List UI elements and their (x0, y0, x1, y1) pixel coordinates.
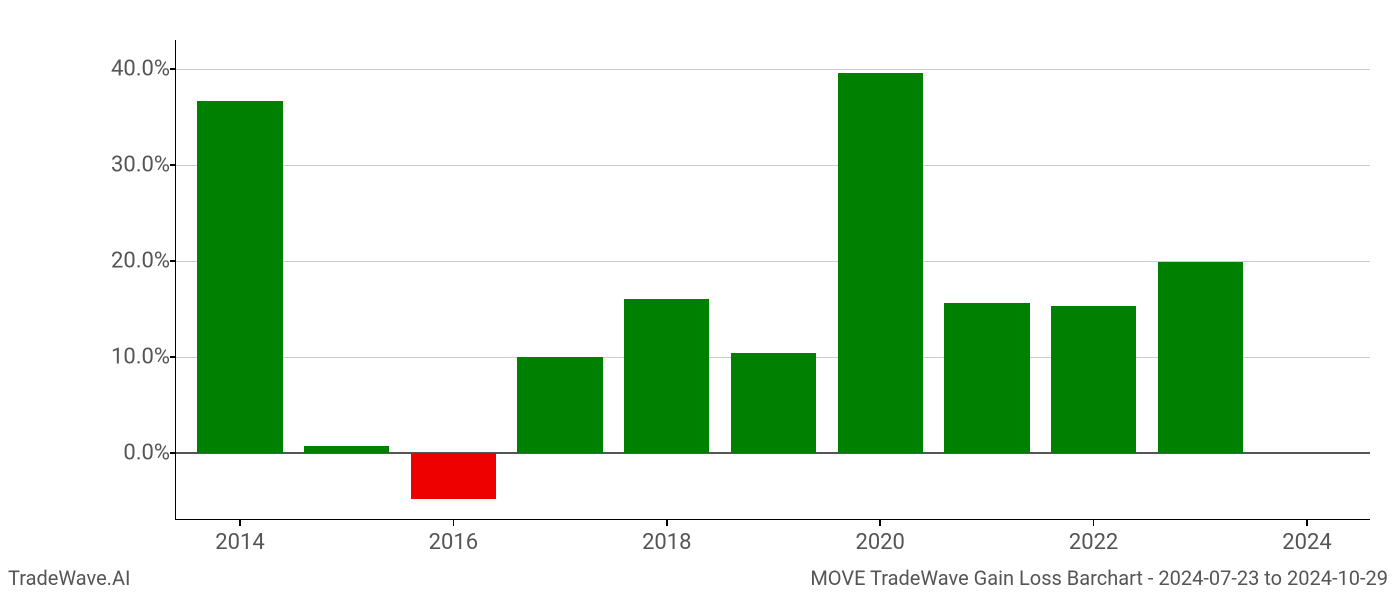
footer-left-label: TradeWave.AI (8, 566, 130, 590)
y-tick-label: 20.0% (70, 248, 170, 273)
x-tick-label: 2014 (215, 530, 264, 555)
bar-2020 (838, 73, 923, 453)
bar-2015 (304, 446, 389, 453)
x-tick-mark (1306, 520, 1308, 526)
x-tick-mark (453, 520, 455, 526)
y-tick-label: 30.0% (70, 152, 170, 177)
bar-2019 (731, 353, 816, 453)
x-tick-mark (239, 520, 241, 526)
x-tick-label: 2018 (642, 530, 691, 555)
y-tick-label: 40.0% (70, 56, 170, 81)
x-tick-label: 2022 (1069, 530, 1118, 555)
y-tick-mark (170, 164, 176, 166)
bar-2016 (411, 453, 496, 499)
bar-2021 (944, 303, 1029, 453)
x-tick-mark (666, 520, 668, 526)
chart-container: 201420162018202020222024 (175, 40, 1370, 520)
gridline (176, 69, 1370, 70)
y-tick-mark (170, 260, 176, 262)
y-tick-label: 0.0% (70, 440, 170, 465)
y-tick-mark (170, 68, 176, 70)
y-tick-label: 10.0% (70, 344, 170, 369)
bar-2023 (1158, 262, 1243, 453)
x-tick-label: 2024 (1282, 530, 1331, 555)
plot-area: 201420162018202020222024 (175, 40, 1370, 520)
x-tick-label: 2020 (855, 530, 904, 555)
bar-2014 (197, 101, 282, 452)
x-tick-mark (1093, 520, 1095, 526)
footer-right-label: MOVE TradeWave Gain Loss Barchart - 2024… (810, 566, 1388, 590)
bar-2017 (517, 357, 602, 453)
x-tick-mark (879, 520, 881, 526)
gridline (176, 165, 1370, 166)
y-tick-mark (170, 356, 176, 358)
x-tick-label: 2016 (429, 530, 478, 555)
bar-2022 (1051, 306, 1136, 453)
bar-2018 (624, 299, 709, 453)
